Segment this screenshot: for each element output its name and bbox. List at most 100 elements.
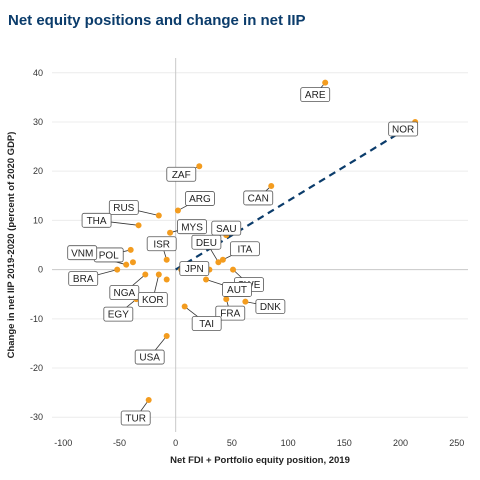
point-label-tha: THA bbox=[81, 212, 112, 228]
x-tick-label-0: -100 bbox=[54, 438, 72, 448]
x-axis-title: Net FDI + Portfolio equity position, 201… bbox=[170, 455, 350, 466]
y-tick-label-3: 0 bbox=[38, 265, 43, 275]
x-tick-label-3: 50 bbox=[227, 438, 237, 448]
point-label-box bbox=[108, 200, 139, 215]
point-label-box bbox=[388, 121, 419, 137]
point-label-box bbox=[68, 271, 99, 287]
data-point-16 bbox=[114, 266, 121, 273]
point-labels: ARE NOR ZAF CAN ARG RUS THA MYS SAU POL ISR DEU ITA V… bbox=[67, 87, 419, 426]
point-label-nga: NGA bbox=[109, 285, 140, 300]
data-point-10 bbox=[127, 246, 134, 253]
y-tick-label-6: 30 bbox=[33, 117, 43, 127]
data-point-21 bbox=[155, 271, 162, 278]
point-label-text: BRA bbox=[73, 274, 94, 285]
y-tick-label-1: -20 bbox=[30, 363, 43, 373]
data-point-27 bbox=[181, 303, 188, 310]
point-label-rus: RUS bbox=[108, 200, 139, 215]
y-tick-label-2: -10 bbox=[30, 314, 43, 324]
point-label-usa: USA bbox=[134, 349, 165, 365]
x-tick-label-1: -50 bbox=[113, 438, 126, 448]
point-label-text: POL bbox=[99, 251, 119, 262]
x-tick-label-4: 100 bbox=[281, 438, 296, 448]
x-tick-label-2: 0 bbox=[173, 438, 178, 448]
x-tick-label-6: 200 bbox=[393, 438, 408, 448]
point-label-box bbox=[191, 316, 222, 331]
data-point-2 bbox=[196, 163, 203, 170]
point-label-kor: KOR bbox=[137, 292, 168, 307]
data-point-11 bbox=[163, 256, 170, 263]
point-label-text: TUR bbox=[125, 414, 146, 425]
point-label-text: VNM bbox=[71, 248, 93, 259]
point-label-text: FRA bbox=[220, 309, 240, 320]
point-label-dnk: DNK bbox=[255, 299, 286, 314]
x-tick-label-5: 150 bbox=[337, 438, 352, 448]
point-label-box bbox=[81, 212, 112, 228]
point-label-text: TAI bbox=[199, 319, 214, 330]
grid-lines bbox=[52, 72, 468, 418]
y-axis-title: Change in net IIP 2019-2020 (percent of … bbox=[6, 132, 17, 359]
y-tick-label-5: 20 bbox=[33, 166, 43, 176]
point-label-tai: TAI bbox=[191, 316, 222, 331]
point-label-can: CAN bbox=[243, 190, 274, 206]
point-label-box bbox=[215, 305, 246, 321]
y-tick-label-7: 40 bbox=[33, 68, 43, 78]
point-label-box bbox=[146, 236, 177, 252]
point-label-box bbox=[67, 245, 98, 261]
point-label-box bbox=[229, 241, 260, 257]
point-label-text: ISR bbox=[153, 239, 170, 250]
point-label-text: NOR bbox=[392, 125, 414, 136]
point-label-box bbox=[120, 410, 151, 426]
y-tick-label-0: -30 bbox=[30, 412, 43, 422]
point-label-text: RUS bbox=[113, 203, 134, 214]
point-label-box bbox=[222, 282, 252, 297]
data-point-15 bbox=[123, 261, 130, 268]
data-point-5 bbox=[155, 212, 162, 219]
point-label-box bbox=[179, 261, 210, 277]
zero-axes bbox=[52, 58, 468, 432]
data-point-13 bbox=[219, 256, 226, 263]
y-tick-label-4: 10 bbox=[33, 215, 43, 225]
point-label-isr: ISR bbox=[146, 236, 177, 252]
point-label-deu: DEU bbox=[191, 234, 222, 250]
point-label-box bbox=[243, 190, 274, 206]
data-point-22 bbox=[163, 276, 170, 283]
point-label-box bbox=[177, 219, 207, 235]
data-point-12 bbox=[215, 259, 222, 266]
point-label-vnm: VNM bbox=[67, 245, 98, 261]
point-label-box bbox=[300, 87, 331, 103]
point-label-zaf: ZAF bbox=[166, 166, 197, 182]
chart-title: Net equity positions and change in net I… bbox=[8, 12, 306, 29]
data-point-28 bbox=[163, 333, 170, 340]
x-tick-label-7: 250 bbox=[449, 438, 464, 448]
point-label-mys: MYS bbox=[177, 219, 207, 235]
point-label-box bbox=[185, 191, 215, 206]
point-label-text: THA bbox=[87, 216, 107, 227]
point-label-text: DNK bbox=[260, 302, 281, 313]
data-point-26 bbox=[242, 298, 249, 305]
data-point-23 bbox=[203, 276, 210, 283]
point-label-text: AUT bbox=[227, 285, 247, 296]
point-label-nor: NOR bbox=[388, 121, 419, 137]
data-point-6 bbox=[135, 222, 142, 229]
data-point-7 bbox=[167, 229, 174, 236]
point-label-text: ARE bbox=[305, 90, 326, 101]
point-label-text: ARG bbox=[189, 194, 211, 205]
point-label-text: MYS bbox=[181, 222, 203, 233]
point-label-fra: FRA bbox=[215, 305, 246, 321]
point-label-are: ARE bbox=[300, 87, 331, 103]
data-point-25 bbox=[223, 296, 230, 303]
data-point-4 bbox=[174, 207, 181, 214]
point-label-box bbox=[166, 166, 197, 182]
point-label-box bbox=[134, 349, 165, 365]
point-label-box bbox=[103, 306, 134, 322]
point-label-box bbox=[255, 299, 286, 314]
data-point-19 bbox=[230, 266, 237, 273]
data-point-0 bbox=[322, 79, 329, 86]
y-tick-labels: -30 -20 -10 0 10 20 30 40 bbox=[30, 68, 43, 422]
point-label-text: ZAF bbox=[172, 170, 191, 181]
point-label-text: EGY bbox=[108, 310, 129, 321]
point-label-box bbox=[211, 220, 242, 236]
point-label-text: SAU bbox=[216, 224, 237, 235]
point-label-text: NGA bbox=[113, 288, 135, 299]
